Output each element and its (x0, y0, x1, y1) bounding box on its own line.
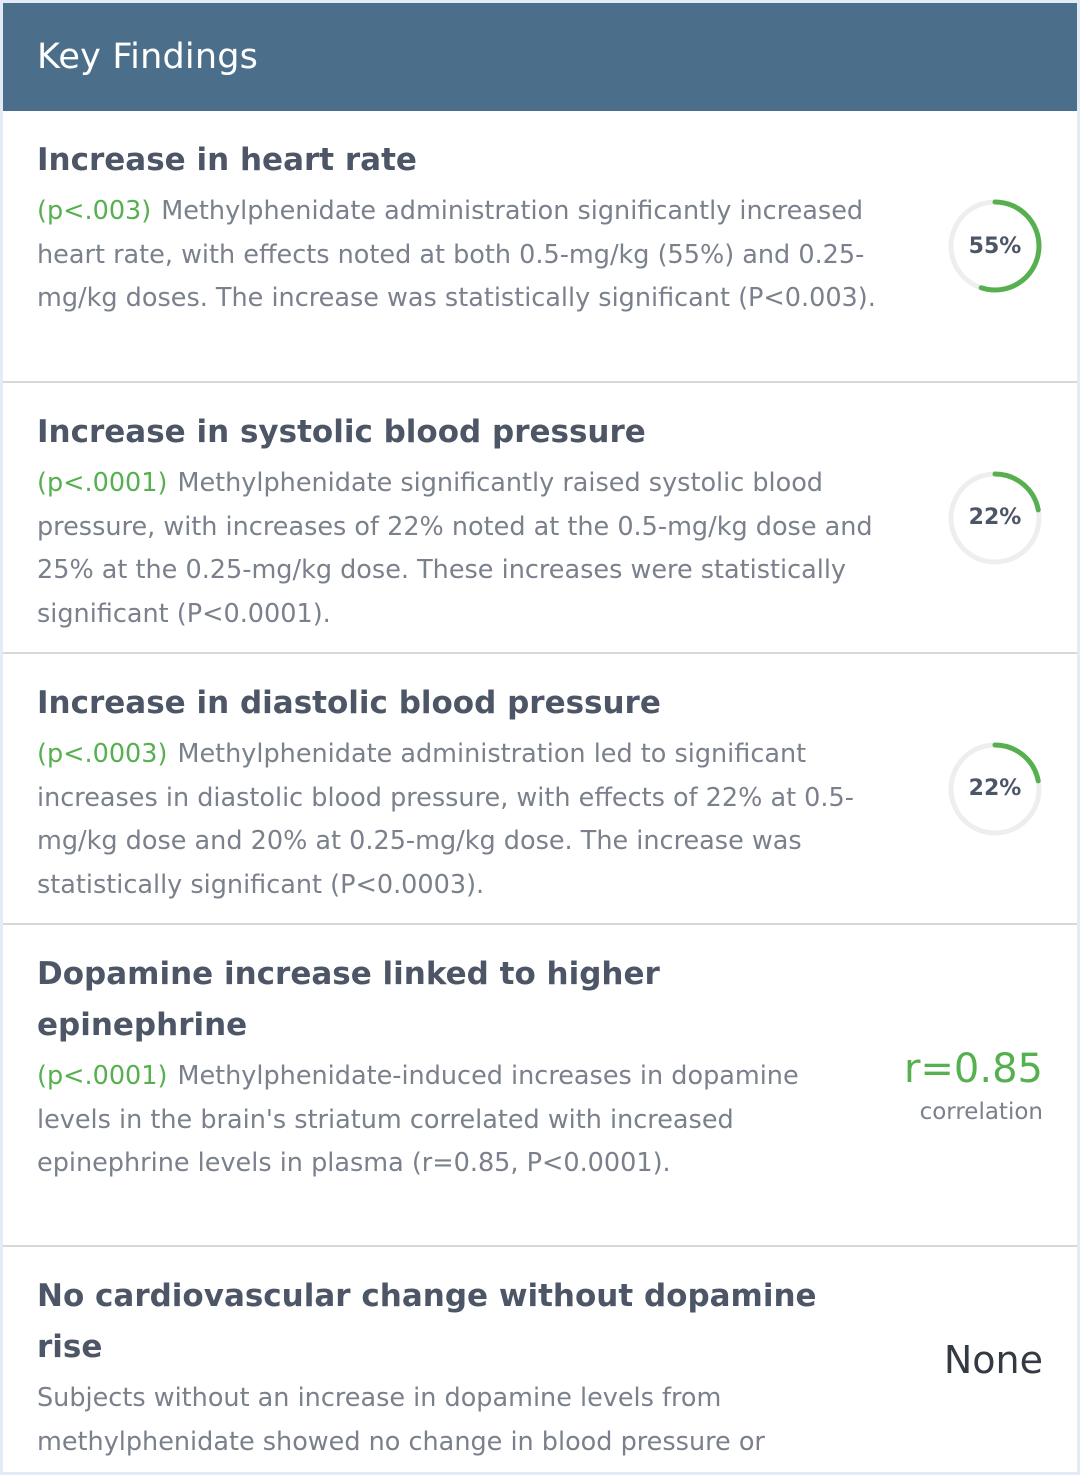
metric: None (944, 1338, 1043, 1382)
panel-header: Key Findings (3, 3, 1077, 111)
finding-title: Increase in heart rate (37, 142, 417, 178)
ring-arc (948, 199, 1042, 293)
metric: 22% (947, 470, 1043, 566)
finding-text: Subjects without an increase in dopamine… (37, 1383, 765, 1472)
finding-systolic-bp: Increase in systolic blood pressure (p<.… (3, 381, 1077, 652)
ring-label: 22% (968, 505, 1022, 530)
finding-title: No cardiovascular change without dopamin… (37, 1278, 817, 1365)
key-findings-panel: Key Findings Increase in heart rate (p<.… (3, 3, 1077, 1472)
p-value: (p<.003) (37, 196, 152, 226)
finding-description: (p<.0003) Methylphenidate administration … (37, 733, 887, 907)
finding-description: (p<.0001) Methylphenidate-induced increas… (37, 1055, 827, 1186)
finding-text: Methylphenidate administration led to si… (37, 739, 854, 900)
finding-no-cardiovascular-change: No cardiovascular change without dopamin… (3, 1245, 1077, 1472)
metric: r=0.85 correlation (904, 1045, 1043, 1125)
metric: 55% (947, 198, 1043, 294)
finding-description: (p<.0001) Methylphenidate significantly r… (37, 462, 887, 636)
progress-ring-graphic (948, 471, 1042, 564)
panel-title: Key Findings (37, 37, 259, 77)
finding-title: Dopamine increase linked to higher epine… (37, 956, 660, 1043)
finding-text: Methylphenidate-induced increases in dop… (37, 1061, 799, 1178)
ring-label: 55% (968, 233, 1022, 259)
progress-ring-graphic (948, 199, 1042, 293)
progress-ring: 22% (947, 741, 1043, 837)
ring-arc (948, 471, 1042, 564)
metric-none-value: None (943, 1337, 1043, 1382)
finding-text: Methylphenidate significantly raised sys… (37, 468, 873, 629)
correlation-caption: correlation (919, 1099, 1043, 1125)
finding-dopamine-epinephrine: Dopamine increase linked to higher epine… (3, 923, 1077, 1245)
ring-arc (948, 742, 1042, 835)
finding-diastolic-bp: Increase in diastolic blood pressure (p<… (3, 652, 1077, 923)
p-value: (p<.0001) (37, 468, 168, 498)
p-value: (p<.0003) (37, 739, 168, 769)
ring-label: 22% (968, 776, 1022, 801)
progress-ring: 22% (947, 470, 1043, 566)
finding-description: (p<.003) Methylphenidate administration s… (37, 190, 887, 321)
finding-description: Subjects without an increase in dopamine… (37, 1377, 857, 1472)
progress-ring: 55% (947, 198, 1043, 294)
finding-text: Methylphenidate administration significa… (37, 196, 876, 313)
finding-title: Increase in systolic blood pressure (37, 414, 646, 450)
finding-heart-rate: Increase in heart rate (p<.003) Methylphe… (3, 111, 1077, 381)
finding-title: Increase in diastolic blood pressure (37, 685, 661, 721)
p-value: (p<.0001) (37, 1061, 168, 1091)
correlation-value: r=0.85 (903, 1046, 1043, 1092)
metric: 22% (947, 741, 1043, 837)
progress-ring-graphic (948, 742, 1042, 835)
